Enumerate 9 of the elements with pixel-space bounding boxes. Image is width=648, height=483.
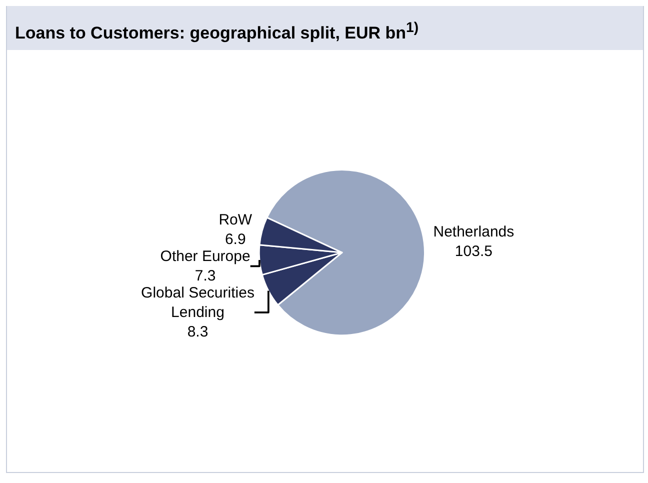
data-label: 8.3 — [187, 323, 208, 340]
slice-label: RoW — [218, 211, 253, 228]
data-label: 103.5 — [454, 243, 492, 260]
data-label: 7.3 — [194, 267, 216, 284]
data-label: 6.9 — [224, 230, 246, 248]
slice-label: Global Securities Lending — [141, 284, 254, 321]
chart-title: Loans to Customers: geographical split, EUR bn$^{1)}$ — [7, 6, 643, 50]
slice-label: Netherlands — [433, 224, 514, 241]
slice-label: Other Europe — [160, 248, 250, 265]
